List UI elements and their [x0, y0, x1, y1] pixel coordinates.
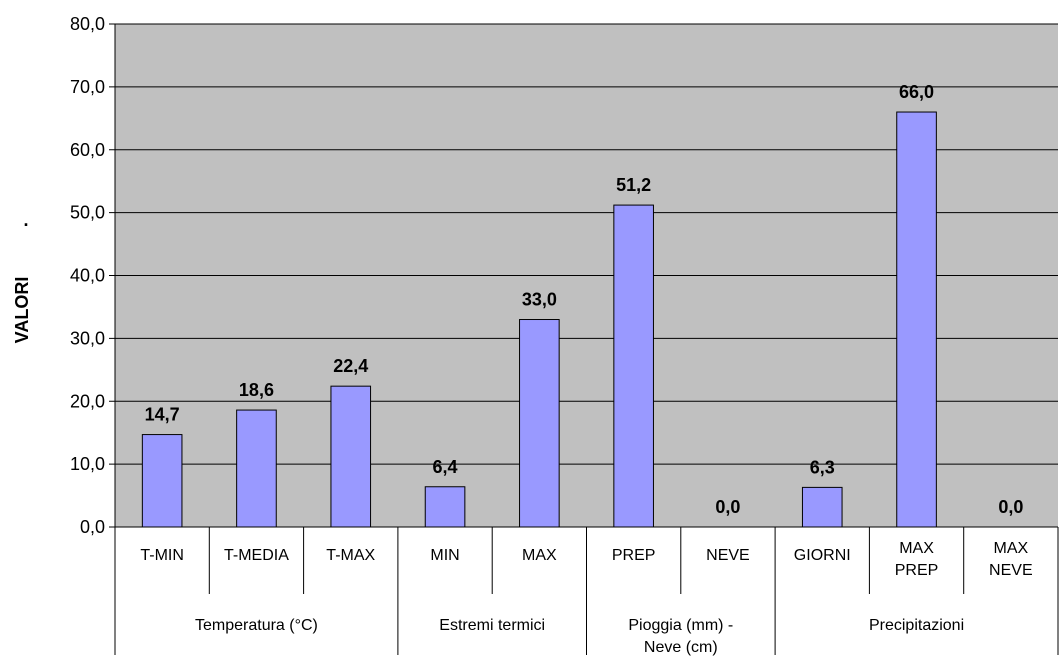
- y-axis-title: VALORI: [12, 277, 32, 344]
- bar: [519, 319, 560, 528]
- data-label: 6,4: [433, 457, 458, 477]
- y-tick-label: 40,0: [70, 266, 105, 286]
- data-label: 22,4: [333, 356, 368, 376]
- data-label: 66,0: [899, 82, 934, 102]
- bar: [801, 486, 843, 528]
- group-label: Estremi termici: [439, 617, 545, 634]
- y-axis-title-prefix: .: [23, 210, 28, 230]
- category-label: MAX: [522, 547, 557, 564]
- category-label: NEVE: [989, 562, 1033, 579]
- y-tick-label: 70,0: [70, 77, 105, 97]
- bar: [896, 111, 937, 528]
- category-label: PREP: [895, 562, 939, 579]
- bar: [236, 409, 277, 528]
- category-label: MIN: [430, 547, 459, 564]
- y-tick-label: 60,0: [70, 140, 105, 160]
- bars: [141, 111, 937, 528]
- group-label: Neve (cm): [644, 639, 718, 656]
- data-label: 0,0: [715, 497, 740, 517]
- data-labels: 14,7 18,6 22,4 6,4 33,0 51,2 0,0 6,3 66,0 0,0: [145, 82, 1024, 517]
- y-tick-label: 30,0: [70, 328, 105, 348]
- bar: [141, 434, 183, 528]
- data-label: 0,0: [998, 497, 1023, 517]
- x-axis: T-MIN T-MEDIA T-MAX MIN MAX PREP NEVE GIORNI MAX…: [114, 526, 1059, 656]
- category-label: T-MAX: [326, 547, 375, 564]
- category-label: MAX: [994, 540, 1029, 557]
- category-label: T-MEDIA: [224, 547, 289, 564]
- y-tick-label: 20,0: [70, 391, 105, 411]
- bar: [424, 486, 466, 528]
- category-label: NEVE: [706, 547, 750, 564]
- bar: [330, 385, 372, 528]
- data-label: 6,3: [810, 457, 835, 477]
- data-label: 51,2: [616, 175, 651, 195]
- group-label: Pioggia (mm) -: [628, 617, 733, 634]
- data-label: 14,7: [145, 405, 180, 425]
- y-tick-label: 80,0: [70, 14, 105, 34]
- category-label: PREP: [612, 547, 656, 564]
- data-label: 18,6: [239, 380, 274, 400]
- y-tick-label: 0,0: [80, 517, 105, 537]
- y-tick-label: 10,0: [70, 454, 105, 474]
- group-label: Precipitazioni: [869, 617, 964, 634]
- bar: [613, 204, 654, 528]
- y-axis: 0,0 10,0 20,0 30,0 40,0 50,0 60,0 70,0 80,0: [70, 14, 116, 537]
- category-label: MAX: [899, 540, 934, 557]
- category-label: GIORNI: [794, 547, 851, 564]
- category-label: T-MIN: [140, 547, 184, 564]
- y-tick-label: 50,0: [70, 203, 105, 223]
- group-label: Temperatura (°C): [195, 617, 318, 634]
- data-label: 33,0: [522, 290, 557, 310]
